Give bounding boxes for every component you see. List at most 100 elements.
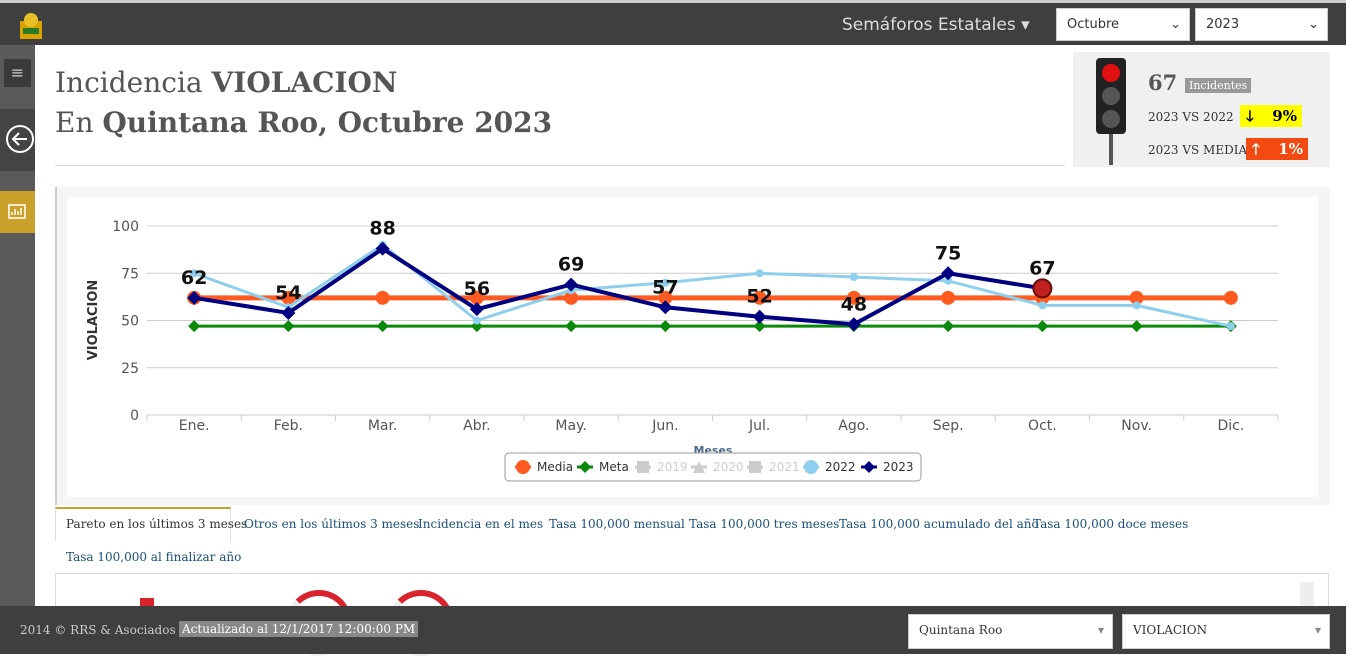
legend: Media Meta 2019 2020 2021 2022 2023 xyxy=(504,452,922,482)
tab[interactable]: Tasa 100,000 mensual xyxy=(549,517,685,531)
vs-media-badge: 🡑 1% xyxy=(1246,138,1308,160)
legend-box xyxy=(504,452,922,482)
point xyxy=(755,269,764,278)
vs-prev-value: 9% xyxy=(1272,107,1297,125)
incident-badge: Incidentes xyxy=(1185,78,1252,93)
legend-marker xyxy=(579,461,591,473)
point xyxy=(190,269,199,278)
data-label: 67 xyxy=(1029,257,1055,279)
traffic-light xyxy=(1096,58,1126,165)
data-label: 56 xyxy=(464,278,490,300)
tab[interactable]: Tasa 100,000 tres meses xyxy=(689,517,840,531)
legend-marker xyxy=(804,460,818,474)
data-label: 69 xyxy=(558,254,584,276)
state-select[interactable]: Quintana Roo ▾ xyxy=(908,614,1113,649)
title-crime: VIOLACION xyxy=(211,66,398,99)
back-button[interactable] xyxy=(0,109,35,171)
vs-media-value: 1% xyxy=(1278,140,1303,158)
copyright: 2014 © RRS & Asociados S.C. xyxy=(20,623,204,637)
divider xyxy=(55,165,1065,166)
legend-label: 2023 xyxy=(883,460,914,474)
tab[interactable]: Tasa 100,000 doce meses xyxy=(1033,517,1189,531)
point xyxy=(658,300,673,315)
point xyxy=(282,320,295,333)
highlight-point xyxy=(1032,278,1053,299)
menu[interactable]: Semáforos Estatales ▾ xyxy=(842,15,1030,35)
footer: 2014 © RRS & Asociados S.C. Actualizado … xyxy=(0,606,1346,654)
data-label: 75 xyxy=(935,242,961,264)
x-tick-label: Jul. xyxy=(748,418,770,434)
year-value: 2023 xyxy=(1206,17,1240,32)
point xyxy=(661,278,670,287)
chart-button[interactable] xyxy=(0,191,35,233)
point xyxy=(658,290,673,305)
point xyxy=(944,276,953,285)
x-tick-label: Mar. xyxy=(368,418,398,434)
data-label: 48 xyxy=(841,293,867,315)
vs-prev-badge: 🡓 9% xyxy=(1240,105,1302,127)
updated: Actualizado al 12/1/2017 12:00:00 PM xyxy=(179,621,419,637)
legend-label: 2021 xyxy=(769,460,800,474)
point xyxy=(564,290,579,305)
data-label: 52 xyxy=(746,286,772,308)
x-tick-label: May. xyxy=(555,418,586,434)
tab[interactable]: Pareto en los últimos 3 meses xyxy=(66,517,248,531)
x-tick-label: Ago. xyxy=(838,418,869,434)
point xyxy=(1038,301,1047,310)
title-line-2: En Quintana Roo, Octubre 2023 xyxy=(55,106,552,139)
point xyxy=(470,320,483,333)
year-select[interactable]: 2023 ⌄ xyxy=(1195,8,1328,41)
month-select[interactable]: Octubre ⌄ xyxy=(1056,8,1190,41)
tab[interactable]: Otros en los últimos 3 meses xyxy=(244,517,420,531)
point xyxy=(1132,301,1141,310)
legend-label: 2022 xyxy=(825,460,856,474)
crime-select[interactable]: VIOLACION ▾ xyxy=(1122,614,1330,649)
title-place: Quintana Roo, Octubre 2023 xyxy=(102,106,553,139)
menu-button[interactable]: ≡ xyxy=(4,59,31,87)
legend-marker xyxy=(863,461,875,473)
tab[interactable]: Tasa 100,000 acumulado del año xyxy=(839,517,1039,531)
y-tick-label: 50 xyxy=(121,314,139,330)
top-bar: Semáforos Estatales ▾ Octubre ⌄ 2023 ⌄ xyxy=(0,0,1346,45)
legend-marker xyxy=(693,461,705,473)
point xyxy=(659,320,672,333)
point xyxy=(469,290,484,305)
active-tab[interactable] xyxy=(55,507,231,541)
tab[interactable]: Tasa 100,000 al finalizar año xyxy=(66,550,242,564)
scrollbar[interactable] xyxy=(1300,582,1314,612)
legend-label: 2020 xyxy=(713,460,744,474)
legend-label: Meta xyxy=(599,460,629,474)
point xyxy=(376,320,389,333)
point xyxy=(187,290,202,305)
x-tick-label: Sep. xyxy=(933,418,964,434)
y-tick-label: 25 xyxy=(121,361,139,377)
point xyxy=(472,316,481,325)
point xyxy=(752,290,767,305)
vs-prev-label: 2023 VS 2022 xyxy=(1148,110,1234,124)
point xyxy=(1223,290,1238,305)
legend-label: Media xyxy=(537,460,573,474)
x-tick-label: Abr. xyxy=(463,418,490,434)
x-tick-label: Feb. xyxy=(274,418,303,434)
point xyxy=(1036,320,1049,333)
title-prefix: En xyxy=(55,106,94,139)
point xyxy=(942,320,955,333)
tab[interactable]: Incidencia en el mes xyxy=(418,517,544,531)
point xyxy=(1129,290,1144,305)
point xyxy=(846,317,861,332)
point xyxy=(941,266,956,281)
point xyxy=(564,277,579,292)
data-label: 88 xyxy=(369,218,395,240)
menu-label[interactable]: Semáforos Estatales xyxy=(842,15,1016,35)
series-line xyxy=(193,246,1043,327)
vs-media-label: 2023 VS MEDIA xyxy=(1148,143,1248,157)
indicator-panel: 67 Incidentes 2023 VS 2022 🡓 9% 2023 VS M… xyxy=(1073,52,1330,167)
point xyxy=(565,320,578,333)
logo xyxy=(20,13,42,39)
point xyxy=(375,290,390,305)
x-tick-label: Oct. xyxy=(1028,418,1057,434)
point xyxy=(849,273,858,282)
point xyxy=(188,320,201,333)
legend-marker xyxy=(637,461,649,473)
